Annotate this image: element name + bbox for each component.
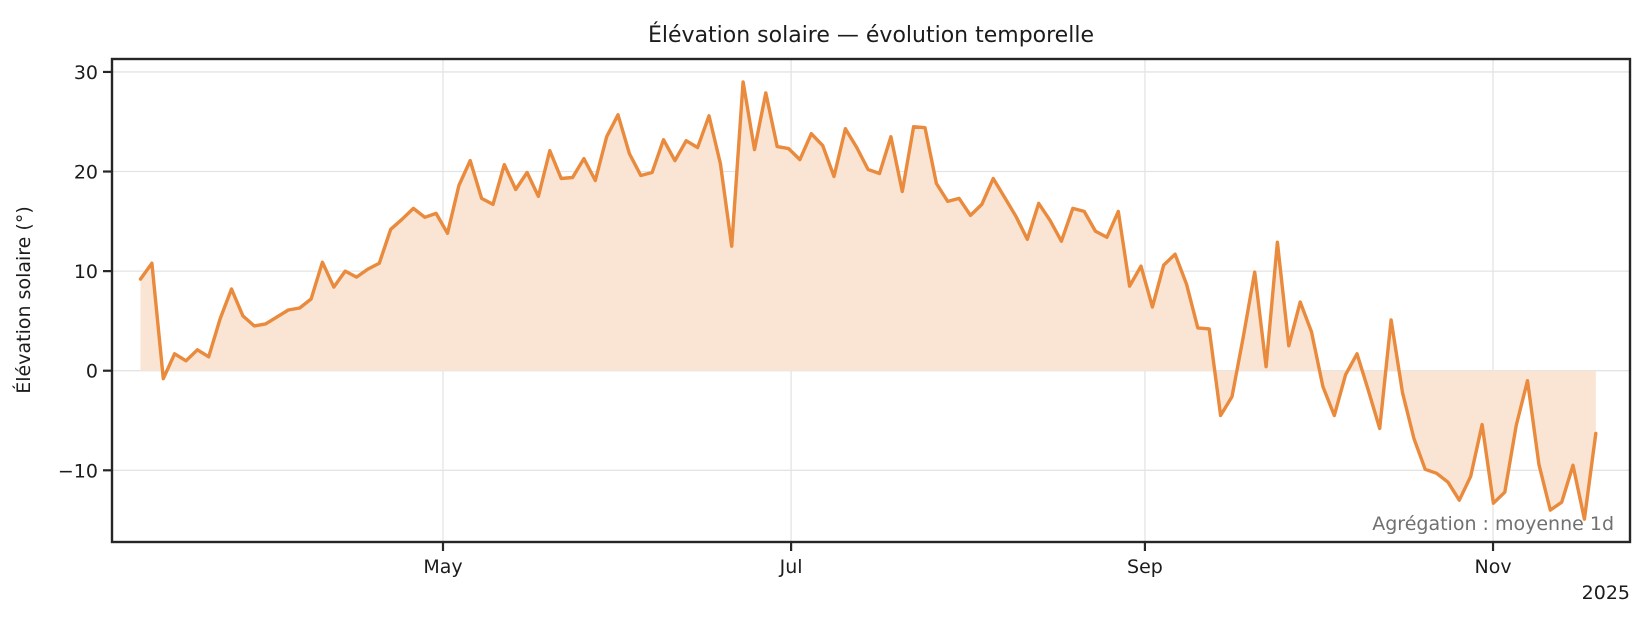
x-tick-label: May [423, 556, 462, 578]
tick-labels: 30 20 10 0 −10 May Jul Sep Nov [58, 62, 1512, 578]
area-fill-path [140, 81, 1596, 520]
series-line-path [138, 80, 1598, 521]
x-tick-label: Sep [1127, 556, 1163, 578]
x-tick-label: Jul [779, 556, 803, 578]
data-line [138, 80, 1598, 521]
x-axis-year-label: 2025 [1582, 582, 1630, 604]
axes-spines [110, 57, 1632, 544]
area-fill [140, 81, 1596, 520]
y-tick-label: 20 [74, 162, 98, 184]
y-tick-label: −10 [58, 460, 98, 482]
aggregation-annotation: Agrégation : moyenne 1d [1372, 513, 1614, 535]
plot-border [110, 57, 1632, 544]
chart-title: Élévation solaire — évolution temporelle [648, 22, 1094, 48]
x-tick-label: Nov [1474, 556, 1511, 578]
y-tick-label: 30 [74, 62, 98, 84]
y-tick-label: 0 [86, 361, 98, 383]
tick-marks [103, 70, 1495, 551]
y-axis-label: Élévation solaire (°) [12, 206, 35, 393]
y-tick-label: 10 [74, 261, 98, 283]
